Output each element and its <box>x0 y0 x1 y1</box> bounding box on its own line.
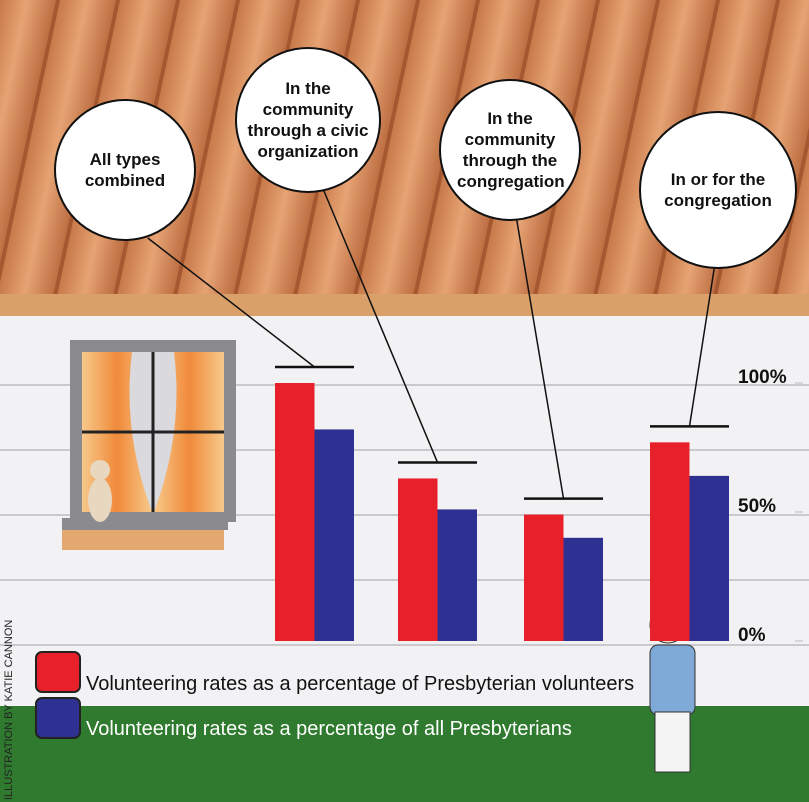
legend-label: Volunteering rates as a percentage of Pr… <box>86 673 634 695</box>
paint-cans <box>35 651 81 739</box>
bubble <box>54 99 196 241</box>
bubble <box>639 111 797 269</box>
window <box>62 340 236 550</box>
bar <box>437 509 477 641</box>
y-tick-label: 100% <box>738 367 787 388</box>
bar <box>314 429 354 641</box>
y-tick-label: 0% <box>738 625 766 646</box>
gutter <box>0 294 809 316</box>
connector <box>322 189 439 463</box>
bar <box>563 537 603 641</box>
bar <box>398 478 438 641</box>
y-tick-label: 50% <box>738 496 776 517</box>
category-label: All types combined <box>84 150 166 190</box>
connector <box>688 265 716 427</box>
bar <box>689 475 729 641</box>
bubble <box>235 47 381 193</box>
category-label: In the community through a civic organiz… <box>247 79 369 161</box>
bar <box>524 514 564 641</box>
connector <box>515 217 565 499</box>
category-label: In the community through the congregatio… <box>457 109 565 191</box>
bar <box>275 383 315 641</box>
connector <box>147 237 315 368</box>
category-label: In or for the congregation <box>664 170 772 210</box>
bar <box>650 442 690 641</box>
credit: ILLUSTRATION BY KATIE CANNON <box>3 620 15 800</box>
legend-label: Volunteering rates as a percentage of al… <box>86 718 572 740</box>
bubble <box>439 79 581 221</box>
